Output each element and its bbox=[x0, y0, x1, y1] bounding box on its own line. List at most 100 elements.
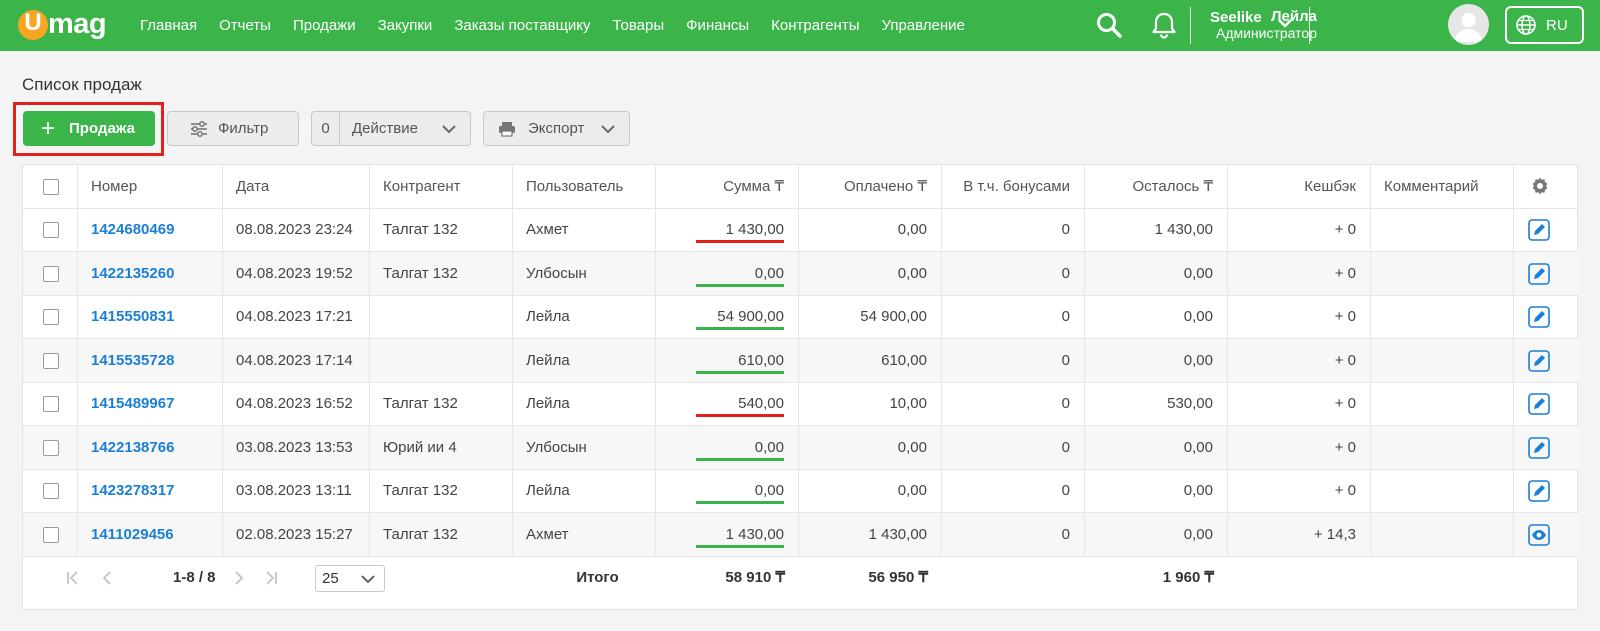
cell-bonus: 0 bbox=[942, 251, 1085, 296]
last-page-icon[interactable] bbox=[263, 570, 279, 586]
cell-paid: 10,00 bbox=[799, 382, 942, 426]
cell-date: 04.08.2023 19:52 bbox=[223, 251, 370, 296]
nav-item-reports[interactable]: Отчеты bbox=[219, 17, 271, 34]
bell-icon[interactable] bbox=[1150, 11, 1178, 39]
column-header-bonus[interactable]: В т.ч. бонусами bbox=[942, 165, 1085, 209]
payment-status-bar bbox=[696, 501, 784, 504]
column-header-user[interactable]: Пользователь bbox=[513, 165, 656, 209]
nav-item-products[interactable]: Товары bbox=[612, 17, 665, 34]
row-checkbox[interactable] bbox=[43, 439, 59, 456]
row-checkbox[interactable] bbox=[43, 396, 59, 412]
export-dropdown[interactable]: Экспорт bbox=[483, 111, 630, 146]
row-action-cell bbox=[1514, 339, 1579, 383]
column-header-remaining[interactable]: Осталось ₸ bbox=[1085, 165, 1228, 209]
table-row[interactable]: 1422135260 04.08.2023 19:52 Талгат 132 Улбо… bbox=[23, 251, 1579, 296]
first-page-icon[interactable] bbox=[65, 570, 81, 586]
cell-bonus: 0 bbox=[942, 338, 1085, 383]
nav-item-counterparties[interactable]: Контрагенты bbox=[771, 17, 860, 34]
view-icon[interactable] bbox=[1528, 523, 1550, 546]
cell-number: 1411029456 bbox=[78, 512, 223, 557]
table-row[interactable]: 1424680469 08.08.2023 23:24 Талгат 132 Ахме… bbox=[23, 208, 1579, 252]
table-row[interactable]: 1423278317 03.08.2023 13:11 Талгат 132 Лейл… bbox=[23, 469, 1579, 513]
column-header-date[interactable]: Дата bbox=[223, 165, 370, 209]
edit-icon[interactable] bbox=[1528, 393, 1550, 415]
sale-number-link[interactable]: 1422135260 bbox=[91, 264, 175, 282]
table-row[interactable]: 1411029456 02.08.2023 15:27 Талгат 132 Ахме… bbox=[23, 512, 1579, 557]
header-settings-cell bbox=[1514, 165, 1579, 209]
chevron-down-icon[interactable] bbox=[1276, 16, 1294, 30]
sale-number-link[interactable]: 1423278317 bbox=[91, 482, 175, 499]
sum-value: 1 430,00 bbox=[725, 221, 784, 238]
previous-page-icon[interactable] bbox=[99, 570, 115, 586]
edit-icon[interactable] bbox=[1528, 480, 1550, 502]
sum-value: 610,00 bbox=[738, 351, 784, 369]
row-checkbox[interactable] bbox=[43, 265, 59, 282]
umag-logo[interactable]: U mag bbox=[18, 8, 113, 42]
cell-number: 1422135260 bbox=[78, 251, 223, 296]
cell-paid: 0,00 bbox=[799, 208, 942, 252]
cell-number: 1415550831 bbox=[78, 295, 223, 339]
edit-icon[interactable] bbox=[1528, 349, 1550, 372]
payment-status-bar bbox=[696, 544, 784, 548]
edit-icon[interactable] bbox=[1528, 436, 1550, 459]
column-header-cashback[interactable]: Кешбэк bbox=[1228, 165, 1371, 209]
row-checkbox[interactable] bbox=[43, 222, 59, 238]
edit-icon[interactable] bbox=[1528, 306, 1550, 328]
sale-number-link[interactable]: 1424680469 bbox=[91, 221, 175, 238]
cell-comment bbox=[1371, 512, 1514, 557]
nav-item-sales[interactable]: Продажи bbox=[292, 17, 356, 34]
page-size-select[interactable]: 25 bbox=[315, 565, 385, 592]
nav-item-management[interactable]: Управление bbox=[881, 17, 965, 34]
row-checkbox[interactable] bbox=[43, 309, 59, 325]
select-all-checkbox[interactable] bbox=[43, 179, 59, 195]
avatar[interactable] bbox=[1448, 4, 1489, 45]
cell-comment bbox=[1371, 338, 1514, 383]
sum-value: 54 900,00 bbox=[717, 308, 784, 325]
nav-item-finance[interactable]: Финансы bbox=[686, 17, 750, 34]
sale-number-link[interactable]: 1415535728 bbox=[91, 351, 175, 369]
company-selector[interactable]: Seelike bbox=[1210, 9, 1262, 26]
column-header-sum[interactable]: Сумма ₸ bbox=[656, 165, 799, 209]
language-selector[interactable]: RU bbox=[1505, 6, 1584, 44]
cell-cashback: + 0 bbox=[1228, 425, 1371, 470]
add-sale-button[interactable]: + Продажа bbox=[23, 111, 155, 146]
nav-item-main[interactable]: Главная bbox=[140, 17, 198, 34]
table-row[interactable]: 1422138766 03.08.2023 13:53 Юрий ии 4 Улбос… bbox=[23, 425, 1579, 470]
row-checkbox[interactable] bbox=[43, 526, 59, 543]
cell-remaining: 0,00 bbox=[1085, 338, 1228, 383]
row-checkbox[interactable] bbox=[43, 483, 59, 499]
action-dropdown[interactable]: 0 Действие bbox=[311, 111, 471, 146]
payment-status-bar bbox=[696, 327, 784, 330]
cell-sum: 1 430,00 bbox=[656, 208, 799, 252]
table-row[interactable]: 1415535728 04.08.2023 17:14 Лейла 610,00 610… bbox=[23, 338, 1579, 383]
filter-button[interactable]: Фильтр bbox=[167, 111, 299, 146]
search-icon[interactable] bbox=[1095, 11, 1123, 39]
gear-icon[interactable] bbox=[1530, 176, 1550, 196]
cell-paid: 0,00 bbox=[799, 425, 942, 470]
main-nav: Главная Отчеты Продажи Закупки Заказы по… bbox=[140, 0, 987, 51]
cell-date: 04.08.2023 16:52 bbox=[223, 382, 370, 426]
user-name: Лейла bbox=[1271, 8, 1317, 25]
nav-item-purchases[interactable]: Закупки bbox=[377, 17, 433, 34]
edit-icon[interactable] bbox=[1528, 219, 1550, 241]
cell-date: 02.08.2023 15:27 bbox=[223, 512, 370, 557]
row-checkbox[interactable] bbox=[43, 352, 59, 369]
next-page-icon[interactable] bbox=[231, 570, 247, 586]
sale-number-link[interactable]: 1411029456 bbox=[91, 525, 174, 543]
sale-number-link[interactable]: 1422138766 bbox=[91, 438, 175, 456]
table-row[interactable]: 1415489967 04.08.2023 16:52 Талгат 132 Лейл… bbox=[23, 382, 1579, 426]
column-header-comment[interactable]: Комментарий bbox=[1371, 165, 1514, 209]
column-header-paid[interactable]: Оплачено ₸ bbox=[799, 165, 942, 209]
table-row[interactable]: 1415550831 04.08.2023 17:21 Лейла 54 900,00… bbox=[23, 295, 1579, 339]
column-header-number[interactable]: Номер bbox=[78, 165, 223, 209]
nav-item-supplier-orders[interactable]: Заказы поставщику bbox=[454, 17, 591, 34]
header-divider bbox=[1190, 7, 1191, 44]
cell-user: Лейла bbox=[513, 382, 656, 426]
edit-icon[interactable] bbox=[1528, 262, 1550, 285]
cell-cashback: + 0 bbox=[1228, 251, 1371, 296]
plus-icon: + bbox=[41, 114, 56, 142]
column-header-counterparty[interactable]: Контрагент bbox=[370, 165, 513, 209]
row-checkbox-cell bbox=[23, 208, 78, 252]
sale-number-link[interactable]: 1415550831 bbox=[91, 308, 175, 325]
sale-number-link[interactable]: 1415489967 bbox=[91, 395, 175, 412]
